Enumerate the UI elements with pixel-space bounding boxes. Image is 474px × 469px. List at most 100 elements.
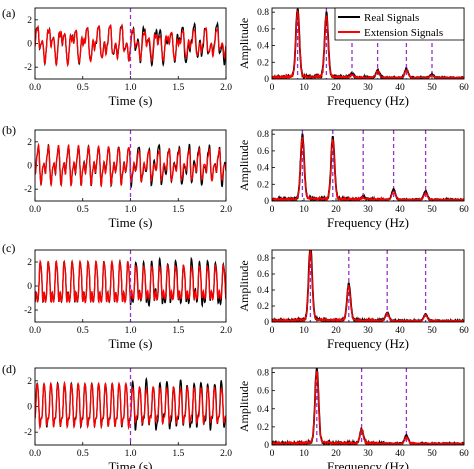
x-tick-label: 0 <box>270 326 275 336</box>
panel-c-time: 0.0 0.5 1.0 1.5 2.0 2 0 -2 Time (s) (c) <box>2 241 232 351</box>
panel-c-spec: 0 10 20 30 40 50 60 0 0.2 0.4 0.6 0.8 Frequency (Hz)… <box>237 249 469 351</box>
x-tick-label: 2.0 <box>220 449 232 459</box>
y-tick-label: 0 <box>264 75 269 85</box>
x-tick-label: 1.0 <box>125 326 137 336</box>
x-axis-label: Frequency (Hz) <box>327 215 409 230</box>
series-extension-signals <box>272 250 464 322</box>
legend: Real Signals Extension Signals <box>334 7 465 41</box>
x-axis-label: Time (s) <box>109 93 153 108</box>
y-tick-label: 0 <box>264 318 269 328</box>
x-tick-label: 2.0 <box>220 205 232 215</box>
y-tick-label: 0.2 <box>257 302 269 312</box>
y-axis-label: Amplitude <box>237 18 251 69</box>
x-tick-label: 30 <box>363 205 373 215</box>
plot-area <box>35 130 226 201</box>
y-tick-label: 0.8 <box>257 254 269 264</box>
axes-frame <box>271 249 465 323</box>
x-tick-label: 0 <box>270 83 275 93</box>
y-tick-label: 0.8 <box>257 8 269 18</box>
x-tick-label: 30 <box>363 326 373 336</box>
x-axis-label: Frequency (Hz) <box>327 93 409 108</box>
y-tick-label: 0 <box>27 162 32 172</box>
series-extension-signals <box>35 380 226 431</box>
panel-a-time: 0.0 0.5 1.0 1.5 2.0 2 0 -2 Time (s) (a) <box>2 6 232 108</box>
plot-area <box>272 8 464 79</box>
x-tick-label: 10 <box>299 205 309 215</box>
axes-frame <box>34 7 227 80</box>
y-axis-label: Amplitude <box>237 260 251 311</box>
y-axis-label: Amplitude <box>237 140 251 191</box>
y-tick-label: -2 <box>24 63 32 73</box>
y-tick-label: 2 <box>27 16 32 26</box>
x-tick-label: 0.0 <box>29 449 41 459</box>
x-tick-label: 60 <box>459 205 469 215</box>
axes-frame <box>271 129 465 202</box>
y-tick-label: 0.2 <box>257 58 269 68</box>
x-tick-label: 30 <box>363 449 373 459</box>
series-extension-signals <box>272 370 464 445</box>
x-tick-label: 1.5 <box>172 83 184 93</box>
plot-area <box>272 368 464 445</box>
y-tick-label: 0.6 <box>257 25 269 35</box>
y-tick-label: 0.4 <box>257 42 269 52</box>
x-tick-label: 60 <box>459 83 469 93</box>
series-extension-signals <box>272 136 464 201</box>
y-tick-label: -2 <box>24 185 32 195</box>
plot-area <box>272 250 464 322</box>
x-tick-label: 10 <box>299 83 309 93</box>
x-tick-label: 40 <box>395 205 405 215</box>
x-tick-label: 20 <box>331 205 341 215</box>
x-tick-label: 20 <box>331 449 341 459</box>
y-tick-label: 0.6 <box>257 270 269 280</box>
plot-area <box>35 368 226 445</box>
series-extension-signals <box>35 259 226 305</box>
y-tick-label: 2 <box>27 138 32 148</box>
panel-label: (c) <box>2 241 15 255</box>
x-tick-label: 1.5 <box>172 449 184 459</box>
x-tick-label: 30 <box>363 83 373 93</box>
x-axis-label: Frequency (Hz) <box>327 459 409 469</box>
x-tick-label: 60 <box>459 326 469 336</box>
x-tick-label: 1.0 <box>125 449 137 459</box>
y-tick-label: 0.2 <box>257 423 269 433</box>
panel-b-time: 0.0 0.5 1.0 1.5 2.0 2 0 -2 Time (s) (b) <box>2 123 232 230</box>
series-real-signals <box>272 250 464 322</box>
y-tick-label: 0.4 <box>257 164 269 174</box>
y-tick-label: -2 <box>24 306 32 316</box>
series-extension-signals <box>35 142 226 188</box>
plot-area <box>272 130 464 201</box>
panel-a-spec: 0 10 20 30 40 50 60 0 0.2 0.4 0.6 0.8 Frequency (Hz)… <box>237 7 469 108</box>
y-tick-label: 2 <box>27 258 32 268</box>
x-tick-label: 40 <box>395 449 405 459</box>
y-tick-label: 0.2 <box>257 180 269 190</box>
plot-area <box>35 8 226 79</box>
y-tick-label: 0 <box>27 40 32 50</box>
panel-b-spec: 0 10 20 30 40 50 60 0 0.2 0.4 0.6 0.8 Frequency (Hz)… <box>237 129 469 230</box>
x-tick-label: 0.0 <box>29 83 41 93</box>
x-axis-label: Time (s) <box>109 215 153 230</box>
x-tick-label: 40 <box>395 83 405 93</box>
x-tick-label: 0.5 <box>77 449 89 459</box>
legend-label-extension: Extension Signals <box>364 27 443 39</box>
x-tick-label: 20 <box>331 83 341 93</box>
x-tick-label: 50 <box>427 83 437 93</box>
x-tick-label: 0.0 <box>29 205 41 215</box>
y-tick-label: 0.4 <box>257 405 269 415</box>
x-tick-label: 1.0 <box>125 83 137 93</box>
series-real-signals <box>272 368 464 445</box>
x-tick-label: 50 <box>427 326 437 336</box>
x-axis-label: Frequency (Hz) <box>327 336 409 351</box>
y-tick-label: 0 <box>264 441 269 451</box>
x-axis-label: Time (s) <box>109 336 153 351</box>
series-extension-signals <box>272 10 464 79</box>
axes-frame <box>34 129 227 202</box>
x-tick-label: 10 <box>299 326 309 336</box>
y-tick-label: 0.4 <box>257 286 269 296</box>
y-tick-label: 0 <box>27 282 32 292</box>
x-tick-label: 1.0 <box>125 205 137 215</box>
x-tick-label: 0.5 <box>77 326 89 336</box>
x-tick-label: 60 <box>459 449 469 459</box>
x-tick-label: 10 <box>299 449 309 459</box>
legend-label-real: Real Signals <box>364 12 419 24</box>
